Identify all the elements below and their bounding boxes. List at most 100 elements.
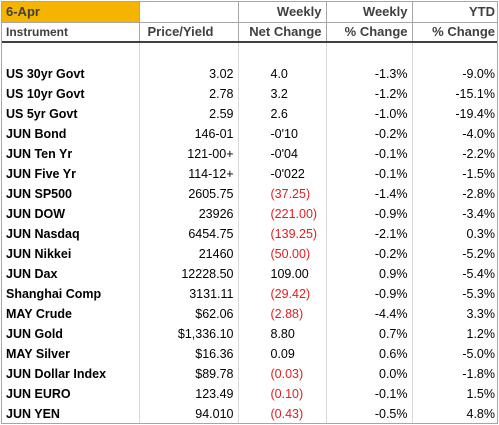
table-row: JUN Bond 146-01 -0'10 -0.2% -4.0% <box>2 124 497 144</box>
table-row: JUN Five Yr 114-12+ -0'022 -0.1% -1.5% <box>2 164 497 184</box>
weekly-pct-change-value: 0.0% <box>325 364 412 384</box>
ytd-pct-change-value: -2.2% <box>411 144 497 164</box>
price-yield-value: $1,336.10 <box>138 324 238 344</box>
weekly-pct-change-value: -0.2% <box>325 244 412 264</box>
header-weekly-pct-top: Weekly <box>325 2 412 23</box>
header-blank <box>138 2 238 23</box>
weekly-pct-change-value: -1.2% <box>325 84 412 104</box>
price-yield-value: 21460 <box>138 244 238 264</box>
price-yield-value: 23926 <box>138 204 238 224</box>
weekly-pct-change-value: -2.1% <box>325 224 412 244</box>
date-cell: 6-Apr <box>2 2 139 23</box>
table-row: JUN Ten Yr 121-00+ -0'04 -0.1% -2.2% <box>2 144 497 164</box>
weekly-net-change-value: (37.25) <box>237 184 326 204</box>
weekly-net-change-value: -0'04 <box>237 144 326 164</box>
weekly-net-change-value: (29.42) <box>237 284 326 304</box>
table-row: US 10yr Govt 2.78 3.2 -1.2% -15.1% <box>2 84 497 104</box>
price-yield-value: 123.49 <box>138 384 238 404</box>
table-row: JUN Dollar Index $89.78 (0.03) 0.0% -1.8% <box>2 364 497 384</box>
weekly-pct-change-value: -0.1% <box>325 144 412 164</box>
table-row: JUN YEN 94.010 (0.43) -0.5% 4.8% <box>2 404 497 423</box>
price-yield-value: 146-01 <box>138 124 238 144</box>
instrument-name: US 5yr Govt <box>6 107 78 121</box>
header-weekly-pct-bottom: % Change <box>325 22 412 43</box>
ytd-pct-change-value: -19.4% <box>411 104 497 124</box>
instrument-name: US 30yr Govt <box>6 67 85 81</box>
weekly-net-change-value: 4.0 <box>237 64 326 84</box>
price-yield-value: 2605.75 <box>138 184 238 204</box>
weekly-net-change-value: (0.03) <box>237 364 326 384</box>
ytd-pct-change-value: -5.0% <box>411 344 497 364</box>
instrument-name: JUN Nikkei <box>6 247 72 261</box>
weekly-pct-change-value: -4.4% <box>325 304 412 324</box>
ytd-pct-change-value: 0.3% <box>411 224 497 244</box>
price-yield-value: 3.02 <box>138 64 238 84</box>
instrument-name: JUN YEN <box>6 407 60 421</box>
weekly-net-change-value: (0.10) <box>237 384 326 404</box>
instrument-name: Shanghai Comp <box>6 287 102 301</box>
instrument-name: MAY Silver <box>6 347 70 361</box>
weekly-pct-change-value: -0.1% <box>325 164 412 184</box>
header-price-yield: Price/Yield <box>138 22 238 43</box>
weekly-net-change-value: (221.00) <box>237 204 326 224</box>
weekly-net-change-value: 109.00 <box>237 264 326 284</box>
table-row: JUN DOW 23926 (221.00) -0.9% -3.4% <box>2 204 497 224</box>
price-yield-value: $62.06 <box>138 304 238 324</box>
weekly-net-change-value: -0'10 <box>237 124 326 144</box>
ytd-pct-change-value: -4.0% <box>411 124 497 144</box>
weekly-net-change-value: (0.43) <box>237 404 326 423</box>
price-yield-value: $16.36 <box>138 344 238 364</box>
ytd-pct-change-value: -9.0% <box>411 64 497 84</box>
ytd-pct-change-value: -1.5% <box>411 164 497 184</box>
weekly-net-change-value: (2.88) <box>237 304 326 324</box>
weekly-net-change-value: (139.25) <box>237 224 326 244</box>
weekly-pct-change-value: -0.2% <box>325 124 412 144</box>
spacer-row <box>2 42 497 64</box>
instrument-name: JUN Bond <box>6 127 67 141</box>
ytd-pct-change-value: -5.3% <box>411 284 497 304</box>
weekly-net-change-value: 0.09 <box>237 344 326 364</box>
instrument-name: JUN Gold <box>6 327 63 341</box>
header-ytd-bottom: % Change <box>411 22 497 43</box>
table-row: Shanghai Comp 3131.11 (29.42) -0.9% -5.3% <box>2 284 497 304</box>
weekly-pct-change-value: -0.1% <box>325 384 412 404</box>
header-weekly-net-bottom: Net Change <box>237 22 326 43</box>
weekly-pct-change-value: -1.4% <box>325 184 412 204</box>
table-row: JUN Nasdaq 6454.75 (139.25) -2.1% 0.3% <box>2 224 497 244</box>
price-yield-value: 94.010 <box>138 404 238 423</box>
price-yield-value: 12228.50 <box>138 264 238 284</box>
table-row: US 30yr Govt 3.02 4.0 -1.3% -9.0% <box>2 64 497 84</box>
price-yield-value: 114-12+ <box>138 164 238 184</box>
instrument-name: JUN SP500 <box>6 187 73 201</box>
weekly-pct-change-value: -1.3% <box>325 64 412 84</box>
table-row: JUN Nikkei 21460 (50.00) -0.2% -5.2% <box>2 244 497 264</box>
table-row: US 5yr Govt 2.59 2.6 -1.0% -19.4% <box>2 104 497 124</box>
header-row-bottom: Instrument Price/Yield Net Change % Chan… <box>2 22 497 43</box>
ytd-pct-change-value: -3.4% <box>411 204 497 224</box>
price-yield-value: 2.78 <box>138 84 238 104</box>
header-row-top: 6-Apr Weekly Weekly YTD <box>2 2 497 23</box>
weekly-pct-change-value: -0.9% <box>325 284 412 304</box>
weekly-pct-change-value: -0.9% <box>325 204 412 224</box>
table-row: MAY Silver $16.36 0.09 0.6% -5.0% <box>2 344 497 364</box>
weekly-net-change-value: -0'022 <box>237 164 326 184</box>
instrument-name: JUN Nasdaq <box>6 227 80 241</box>
price-yield-value: $89.78 <box>138 364 238 384</box>
instrument-name: JUN DOW <box>6 207 66 221</box>
table-row: MAY Crude $62.06 (2.88) -4.4% 3.3% <box>2 304 497 324</box>
ytd-pct-change-value: 1.2% <box>411 324 497 344</box>
instrument-name: JUN Dax <box>6 267 58 281</box>
weekly-pct-change-value: -1.0% <box>325 104 412 124</box>
ytd-pct-change-value: -15.1% <box>411 84 497 104</box>
instrument-name: US 10yr Govt <box>6 87 85 101</box>
price-yield-value: 121-00+ <box>138 144 238 164</box>
weekly-net-change-value: 3.2 <box>237 84 326 104</box>
weekly-pct-change-value: 0.9% <box>325 264 412 284</box>
instrument-name: MAY Crude <box>6 307 72 321</box>
header-weekly-net-top: Weekly <box>237 2 326 23</box>
header-ytd-top: YTD <box>411 2 497 23</box>
header-instrument: Instrument <box>2 22 139 43</box>
table-row: JUN SP500 2605.75 (37.25) -1.4% -2.8% <box>2 184 497 204</box>
